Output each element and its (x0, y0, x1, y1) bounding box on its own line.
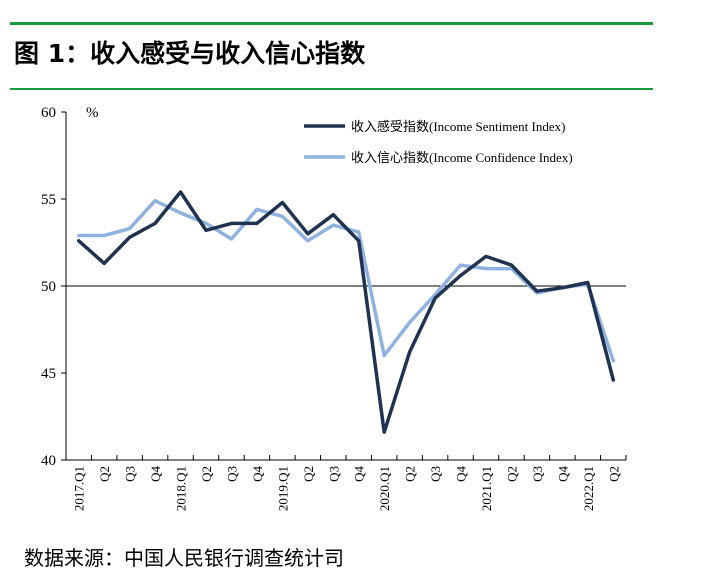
series-line-confidence (76, 198, 616, 363)
y-unit-label: % (86, 105, 99, 121)
x-tick-label: Q3 (428, 466, 443, 482)
y-tick-label: 60 (41, 105, 56, 121)
x-tick-label: Q2 (301, 466, 316, 482)
x-tick-label: Q2 (199, 466, 214, 482)
x-tick-label: Q4 (454, 466, 469, 482)
x-tick-label: Q4 (555, 466, 570, 482)
title-rule (10, 88, 653, 90)
x-tick-label: 2017.Q1 (72, 466, 87, 511)
x-tick-label: 2019.Q1 (275, 466, 290, 511)
x-tick-label: Q4 (250, 466, 265, 482)
y-tick-label: 50 (41, 279, 56, 295)
y-tick-label: 55 (41, 192, 56, 208)
legend-label-sentiment: 收入感受指数(Income Sentiment Index) (351, 119, 565, 134)
series-line-sentiment (76, 190, 616, 434)
x-tick-label: 2018.Q1 (174, 466, 189, 511)
top-rule (10, 22, 653, 25)
x-tick-label: Q3 (530, 466, 545, 482)
x-tick-label: Q2 (403, 466, 418, 482)
figure-title: 图 1：收入感受与收入信心指数 (14, 39, 366, 68)
x-tick-label: Q2 (97, 466, 112, 482)
x-tick-label: 2022.Q1 (581, 466, 596, 511)
x-tick-label: Q2 (504, 466, 519, 482)
y-tick-label: 45 (41, 366, 56, 382)
x-tick-label: Q3 (326, 466, 341, 482)
x-tick-label: Q3 (123, 466, 138, 482)
x-tick-label: Q4 (352, 466, 367, 482)
y-tick-label: 40 (41, 453, 56, 469)
data-source: 数据来源：中国人民银行调查统计司 (24, 546, 344, 570)
x-tick-label: Q3 (224, 466, 239, 482)
x-tick-label: Q4 (148, 466, 163, 482)
legend-label-confidence: 收入信心指数(Income Confidence Index) (351, 150, 573, 165)
x-tick-label: 2021.Q1 (479, 466, 494, 511)
x-tick-label: Q2 (606, 466, 621, 482)
x-tick-label: 2020.Q1 (377, 466, 392, 511)
